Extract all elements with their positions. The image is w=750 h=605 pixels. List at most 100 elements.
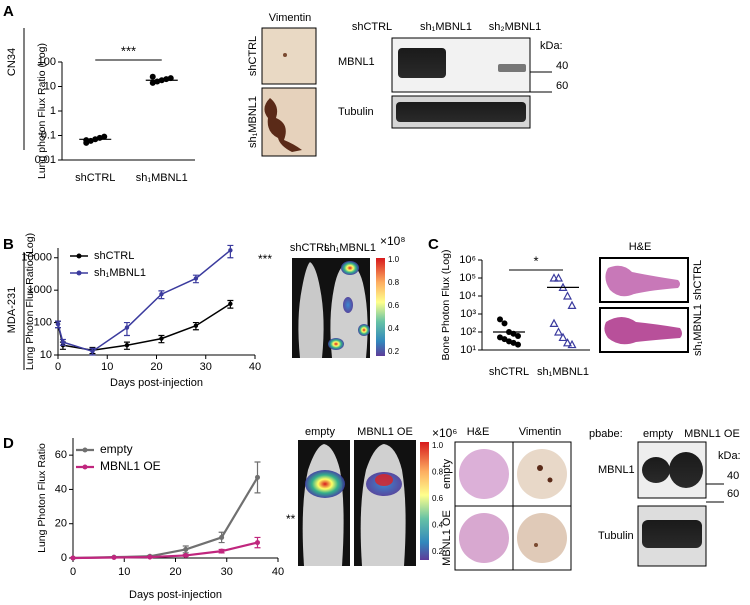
- data-point: [193, 323, 199, 328]
- side-label: MDA-231: [6, 287, 18, 333]
- data-point: [124, 343, 130, 348]
- colorbar-tick-label: 1.0: [388, 255, 400, 264]
- band: [642, 457, 670, 483]
- blot-prefix: pbabe:: [589, 428, 623, 440]
- y-tick-label: 1: [50, 105, 56, 117]
- y-axis-title: Bone Photon Flux (Log): [440, 250, 452, 361]
- x-tick-label: sh₁MBNL1: [136, 172, 188, 184]
- data-point: [228, 248, 233, 253]
- y-tick-label: 10²: [460, 326, 476, 338]
- x-tick-label: 40: [272, 566, 284, 578]
- panel-letter: C: [428, 236, 439, 253]
- row-label: empty: [441, 459, 453, 489]
- data-point: [497, 334, 503, 341]
- stain-spot: [547, 477, 553, 483]
- kda-label: kDa:: [540, 40, 563, 52]
- x-tick-label: 20: [150, 361, 162, 373]
- significance: ***: [258, 252, 272, 266]
- data-point: [228, 301, 233, 306]
- colorbar-tick-label: 0.8: [388, 278, 400, 287]
- colorbar-ticks: 1.0 0.8 0.6 0.4 0.2: [432, 441, 444, 556]
- stain-title: H&E: [629, 241, 652, 253]
- data-point: [147, 554, 153, 560]
- x-tick-label: shCTRL: [75, 172, 115, 184]
- signal: [343, 297, 353, 313]
- data-point: [553, 273, 564, 282]
- side-label: CN34: [6, 48, 18, 76]
- x-axis-title: Days post-injection: [129, 589, 222, 601]
- size-label: 40: [556, 60, 568, 72]
- series-line: [57, 249, 231, 353]
- x-tick-label: 0: [55, 361, 61, 373]
- data-point: [111, 554, 117, 560]
- data-point: [70, 555, 76, 561]
- legend-marker: [76, 270, 82, 276]
- data-point: [558, 332, 568, 342]
- y-tick-label: 0.1: [41, 129, 56, 141]
- data-point: [506, 338, 512, 345]
- data-point: [567, 339, 577, 349]
- data-point: [255, 474, 260, 480]
- y-axis-title: Lung Photon Flux Ratio (Log): [24, 233, 36, 370]
- column-label: H&E: [467, 426, 490, 438]
- stain-spot: [283, 53, 287, 57]
- x-tick-label: 0: [70, 566, 76, 578]
- colorbar-tick-label: 0.6: [432, 494, 444, 503]
- data-point: [553, 327, 564, 336]
- x-tick-label: 30: [221, 566, 233, 578]
- column-label: Vimentin: [519, 426, 562, 438]
- stain-spot: [537, 465, 543, 471]
- stain-spot: [534, 543, 538, 547]
- legend-label: shCTRL: [94, 250, 134, 262]
- band: [396, 102, 526, 122]
- kda-label: kDa:: [718, 450, 741, 462]
- band: [398, 48, 446, 78]
- lane-label: shCTRL: [352, 21, 392, 33]
- row-label: Tubulin: [598, 530, 634, 542]
- colorbar-tick-label: 0.4: [432, 521, 444, 530]
- data-point: [549, 318, 559, 328]
- data-point: [515, 341, 521, 348]
- y-tick-label: 10000: [21, 252, 52, 264]
- y-tick-label: 20: [55, 518, 67, 530]
- data-point: [159, 292, 164, 297]
- legend-label: MBNL1 OE: [100, 459, 161, 473]
- y-axis-title: Lung photon Flux Ratio (Log): [36, 43, 48, 179]
- colorbar-tick-label: 0.2: [432, 547, 444, 556]
- data-point: [83, 137, 90, 144]
- panel-letter: A: [3, 3, 14, 20]
- colorbar-unit: ×10⁸: [380, 234, 405, 248]
- panel-letter: B: [3, 236, 14, 253]
- data-point: [549, 273, 559, 282]
- data-point: [497, 316, 503, 323]
- y-tick-label: 1000: [28, 284, 52, 296]
- y-tick-label: 10⁵: [459, 272, 476, 284]
- signal: [358, 324, 370, 336]
- lane-label: sh₁MBNL1: [420, 21, 472, 33]
- y-tick-label: 10¹: [460, 344, 476, 356]
- data-point: [510, 339, 517, 346]
- tissue: [604, 317, 682, 345]
- tissue: [605, 265, 680, 297]
- data-point: [193, 276, 199, 281]
- colorbar: [376, 258, 385, 356]
- legend-marker: [76, 253, 82, 259]
- y-tick-label: 10: [44, 80, 56, 92]
- y-tick-label: 100: [34, 316, 52, 328]
- x-tick-label: 10: [101, 361, 113, 373]
- legend-marker: [82, 447, 88, 453]
- legend-label: empty: [100, 442, 133, 456]
- data-point: [183, 546, 189, 552]
- mouse-silhouette: [298, 262, 324, 358]
- significance: *: [533, 253, 538, 268]
- mouse-label: sh₁MBNL1: [324, 242, 376, 254]
- data-point: [60, 339, 66, 345]
- series-line: [72, 476, 259, 560]
- significance: ***: [121, 43, 136, 58]
- lane-label: sh₂MBNL1: [489, 21, 542, 33]
- mouse-label: MBNL1 OE: [357, 426, 413, 438]
- data-point: [167, 75, 174, 82]
- data-point: [183, 552, 189, 558]
- size-label: 60: [727, 488, 739, 500]
- row-label: shCTRL: [692, 260, 704, 300]
